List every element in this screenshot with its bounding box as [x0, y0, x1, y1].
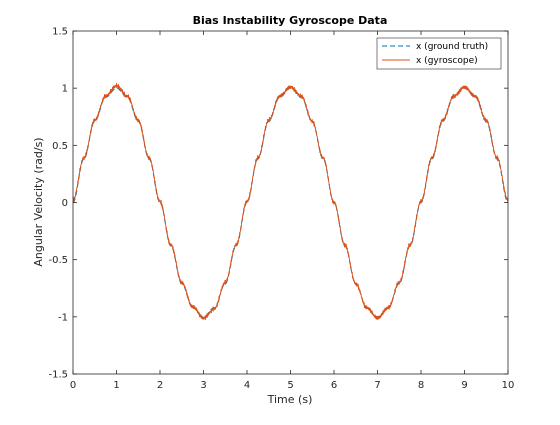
- x-tick-label: 1: [113, 380, 119, 391]
- y-tick-label: -1: [58, 312, 68, 323]
- y-tick-label: -0.5: [48, 255, 68, 266]
- x-tick-label: 0: [70, 380, 76, 391]
- series-layer: [72, 83, 509, 321]
- legend-label-ground-truth: x (ground truth): [416, 42, 488, 52]
- plot-area: [73, 31, 508, 374]
- legend: x (ground truth) x (gyroscope): [376, 37, 502, 70]
- x-tick-label: 3: [200, 380, 206, 391]
- series-line-gyroscope: [72, 83, 509, 321]
- x-tick-label: 6: [331, 380, 337, 391]
- legend-label-gyroscope: x (gyroscope): [416, 56, 478, 66]
- y-tick-label: 0: [62, 198, 68, 209]
- x-tick-label: 2: [157, 380, 163, 391]
- legend-box: [376, 37, 502, 70]
- axes-layer: 0 1 2 3 4 5 6 7 8 9 10 -1.5 -1 -0.5 0 0.5 1 1.5: [48, 27, 514, 392]
- x-tick-label: 5: [287, 380, 293, 391]
- x-tick-label: 7: [374, 380, 380, 391]
- x-tick-label: 10: [502, 380, 515, 391]
- chart-title: Bias Instability Gyroscope Data: [193, 14, 388, 27]
- x-tick-label: 9: [461, 380, 467, 391]
- y-tick-label: 1.5: [52, 27, 68, 38]
- x-tick-label: 4: [244, 380, 250, 391]
- y-tick-label: -1.5: [48, 370, 68, 381]
- y-tick-label: 1: [62, 84, 68, 95]
- x-axis-label: Time (s): [267, 393, 313, 406]
- y-axis-label: Angular Velocity (rad/s): [32, 137, 45, 266]
- x-tick-label: 8: [418, 380, 424, 391]
- y-tick-label: 0.5: [52, 141, 68, 152]
